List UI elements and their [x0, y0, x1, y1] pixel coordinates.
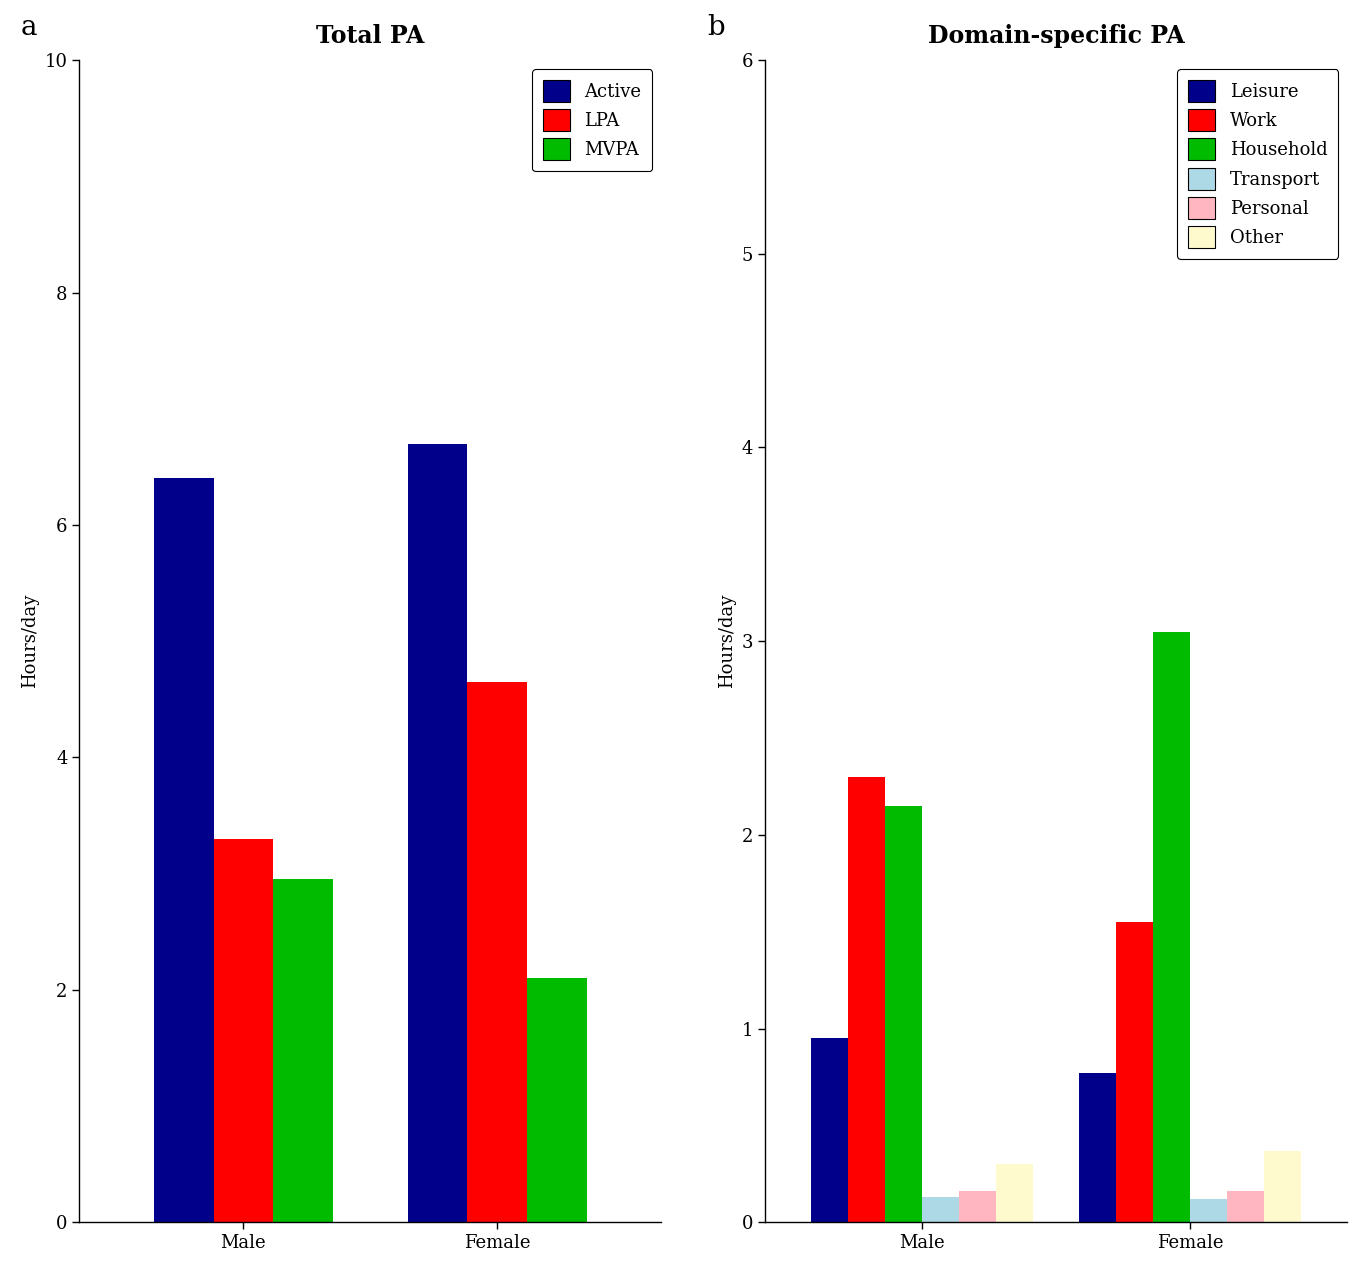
Legend: Leisure, Work, Household, Transport, Personal, Other: Leisure, Work, Household, Transport, Per…	[1178, 69, 1338, 258]
Text: a: a	[21, 14, 37, 41]
Legend: Active, LPA, MVPA: Active, LPA, MVPA	[532, 69, 653, 172]
Bar	[408, 443, 468, 1222]
Title: Total PA: Total PA	[316, 24, 424, 48]
Bar	[1116, 922, 1153, 1222]
Bar	[959, 1192, 996, 1222]
Bar	[848, 777, 885, 1222]
Title: Domain-specific PA: Domain-specific PA	[928, 24, 1185, 48]
Bar	[922, 1197, 959, 1222]
Bar	[996, 1165, 1033, 1222]
Bar	[1227, 1192, 1264, 1222]
Text: b: b	[707, 14, 725, 41]
Y-axis label: Hours/day: Hours/day	[21, 594, 38, 689]
Bar	[527, 978, 587, 1222]
Bar	[274, 880, 332, 1222]
Bar	[1264, 1151, 1301, 1222]
Bar	[1190, 1199, 1227, 1222]
Bar	[811, 1039, 848, 1222]
Bar	[468, 682, 527, 1222]
Bar	[213, 839, 274, 1222]
Bar	[1153, 631, 1190, 1222]
Bar	[1079, 1073, 1116, 1222]
Y-axis label: Hours/day: Hours/day	[718, 594, 736, 689]
Bar	[885, 806, 922, 1222]
Bar	[153, 479, 213, 1222]
